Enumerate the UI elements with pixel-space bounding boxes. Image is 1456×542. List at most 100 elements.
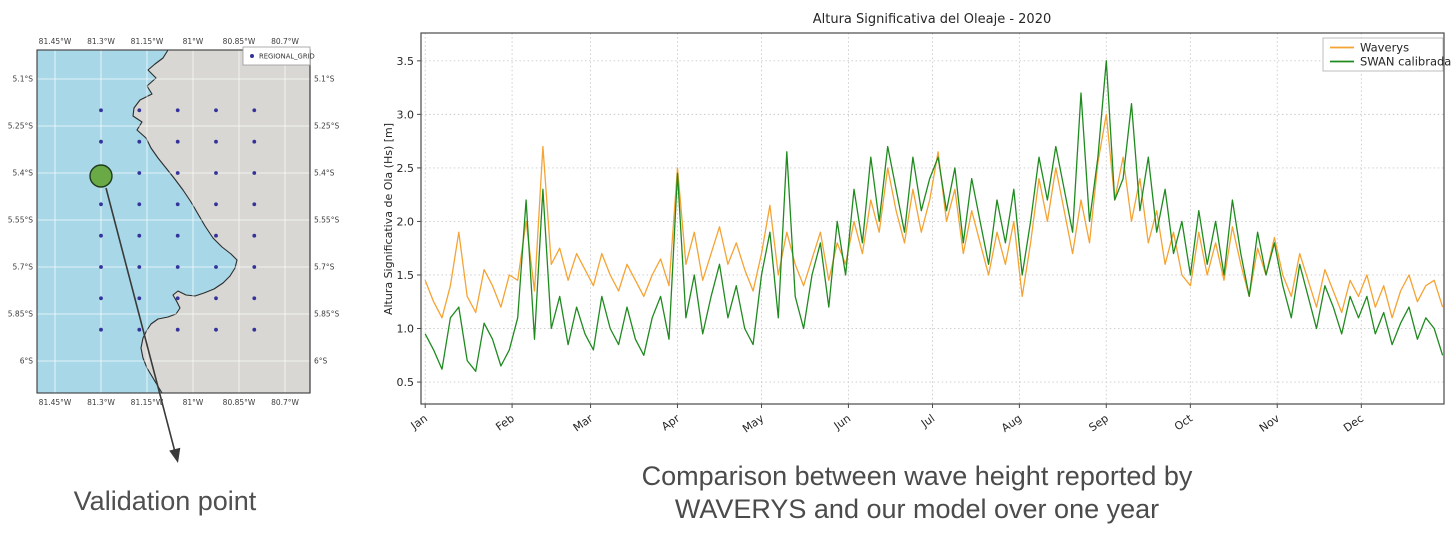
chart-series-lines	[424, 60, 1444, 372]
chart-gridlines	[421, 33, 1444, 404]
regional-grid-dot	[252, 202, 257, 207]
x-tick-label: Jul	[918, 412, 937, 431]
regional-grid-dot	[252, 108, 257, 113]
regional-grid-dot	[175, 296, 180, 301]
x-tick-label: May	[740, 412, 766, 436]
map-lat-tick-right: 5.1°S	[314, 75, 335, 84]
regional-grid-dot	[99, 327, 103, 332]
x-tick-label: Dec	[1341, 412, 1366, 435]
regional-grid-dot	[214, 139, 218, 144]
map-lat-tick-left: 5.1°S	[13, 75, 34, 84]
regional-grid-dots	[99, 108, 257, 332]
map-graticule	[37, 50, 310, 393]
validation-point-marker[interactable]	[89, 164, 113, 188]
validation-point-label: Validation point	[73, 486, 257, 516]
regional-grid-dot	[214, 202, 218, 207]
legend-label-waverys: Waverys	[1360, 41, 1409, 55]
regional-grid-dot	[175, 171, 180, 175]
map-lat-tick-right: 6°S	[314, 357, 328, 366]
chart-y-axis-label: Altura Significativa de Ola (Hs) [m]	[382, 123, 395, 315]
map-lat-tick-right: 5.85°S	[314, 310, 339, 319]
chart-legend[interactable]: Waverys SWAN calibrada	[1322, 37, 1451, 72]
regional-grid-dot	[137, 202, 142, 207]
map-lon-tick-top: 81°W	[183, 37, 204, 46]
series-line-swan-calibrada	[424, 60, 1444, 372]
map-lon-tick-top: 81.3°W	[87, 37, 115, 46]
map-lat-tick-left: 5.85°S	[8, 310, 33, 319]
regional-grid-dot	[252, 327, 257, 332]
map-lon-tick-top: 80.85°W	[223, 37, 256, 46]
regional-grid-dot	[137, 327, 142, 332]
caption-line-2: WAVERYS and our model over one year	[674, 494, 1160, 524]
map-lat-tick-left: 5.25°S	[8, 122, 33, 131]
regional-grid-dot	[214, 171, 218, 175]
caption-line-1: Comparison between wave height reported …	[641, 461, 1193, 491]
y-tick-label: 2.5	[397, 162, 415, 175]
regional-grid-dot	[175, 233, 180, 238]
map-lon-tick-top: 80.7°W	[271, 37, 299, 46]
x-tick-label: Jun	[831, 412, 853, 433]
regional-grid-dot	[137, 108, 142, 113]
x-tick-label: Oct	[1172, 411, 1196, 433]
wave-height-chart: 0.5 1.0 1.5 2.0 2.5 3.0 3.5 Jan Feb Mar Apr May Jun J…	[382, 12, 1451, 436]
regional-grid-dot	[99, 139, 103, 144]
map-lon-tick-bottom: 80.7°W	[271, 398, 299, 407]
y-tick-label: 3.5	[397, 55, 415, 68]
regional-grid-dot	[214, 108, 218, 113]
x-tick-label: Apr	[659, 412, 682, 434]
regional-grid-dot	[99, 233, 103, 238]
map-lon-tick-top: 81.45°W	[39, 37, 72, 46]
map-lon-tick-bottom: 81°W	[183, 398, 204, 407]
regional-grid-dot	[214, 265, 218, 269]
regional-grid-dot	[137, 265, 142, 269]
regional-grid-dot	[214, 327, 218, 332]
map-lat-tick-left: 5.7°S	[13, 263, 34, 272]
map-lat-tick-left: 5.55°S	[8, 216, 33, 225]
regional-grid-dot	[99, 265, 103, 269]
regional-grid-dot	[175, 139, 180, 144]
map-lat-tick-right: 5.25°S	[314, 122, 339, 131]
map-lat-tick-right: 5.7°S	[314, 263, 335, 272]
series-line-waverys	[424, 113, 1444, 319]
regional-grid-dot	[99, 108, 103, 113]
figure-caption: Comparison between wave height reported …	[412, 460, 1422, 526]
regional-grid-dot	[137, 139, 142, 144]
x-tick-label: Nov	[1257, 412, 1282, 435]
map-legend: REGIONAL_GRID	[242, 46, 315, 66]
regional-grid-dot	[252, 233, 257, 238]
map-lat-tick-right: 5.4°S	[314, 169, 335, 178]
map-lon-tick-bottom: 81.45°W	[39, 398, 72, 407]
regional-grid-dot	[175, 265, 180, 269]
regional-grid-dot	[175, 327, 180, 332]
regional-grid-dot	[252, 139, 257, 144]
y-tick-label: 2.0	[397, 215, 415, 228]
regional-grid-legend-label: REGIONAL_GRID	[259, 53, 315, 61]
regional-grid-dot	[214, 233, 218, 238]
regional-grid-dot	[137, 296, 142, 301]
regional-grid-dot	[137, 171, 142, 175]
regional-grid-dot	[99, 296, 103, 301]
map-lon-tick-bottom: 80.85°W	[223, 398, 256, 407]
regional-grid-dot	[175, 108, 180, 113]
validation-map-figure: 81.45°W 81.45°W 81.3°W 81.3°W 81.15°W 81.15°W…	[8, 37, 340, 463]
x-tick-label: Jan	[408, 412, 430, 433]
y-tick-label: 3.0	[397, 108, 415, 121]
x-tick-label: Mar	[571, 412, 596, 435]
map-lat-tick-left: 6°S	[20, 357, 34, 366]
annotation-arrow	[105, 187, 181, 463]
map-lon-tick-bottom: 81.3°W	[87, 398, 115, 407]
x-tick-label: Aug	[999, 412, 1024, 435]
y-tick-label: 1.5	[397, 269, 415, 282]
map-lon-tick-top: 81.15°W	[131, 37, 164, 46]
chart-title: Altura Significativa del Oleaje - 2020	[813, 12, 1052, 27]
legend-label-swan: SWAN calibrada	[1360, 55, 1451, 69]
regional-grid-dot	[137, 233, 142, 238]
map-tick-labels: 81.45°W 81.45°W 81.3°W 81.3°W 81.15°W 81.15°W…	[8, 37, 340, 407]
y-tick-label: 1.0	[397, 323, 415, 336]
x-tick-label: Sep	[1087, 412, 1111, 435]
regional-grid-dot	[175, 202, 180, 207]
regional-grid-dot	[252, 265, 257, 269]
regional-grid-dot	[252, 171, 257, 175]
map-land-coastline	[132, 49, 311, 394]
regional-grid-dot	[214, 296, 218, 301]
